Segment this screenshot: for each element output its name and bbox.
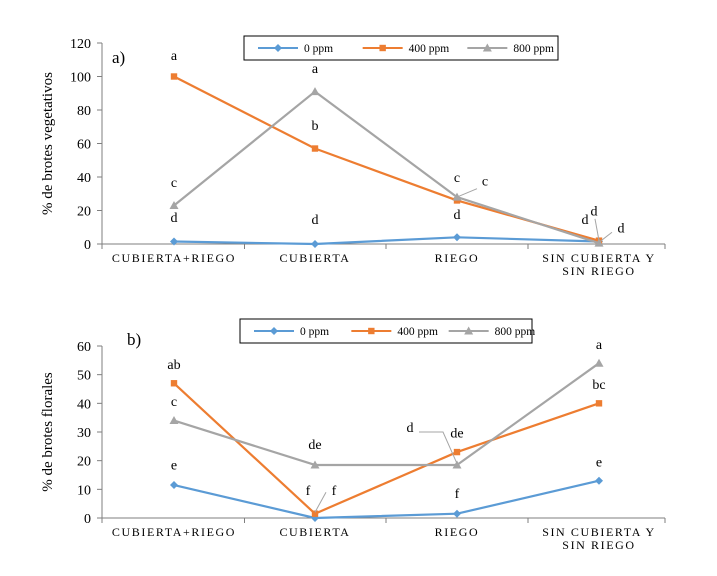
leader-line [314,491,327,513]
x-tick-label: CUBIERTA+RIEGO [112,525,236,539]
significance-letter: d [582,213,589,228]
significance-letter: c [171,395,177,410]
series-line-800-ppm [173,90,600,245]
y-tick-label: 80 [77,104,91,119]
data-point-400-ppm [595,400,603,407]
legend-label: 0 ppm [300,326,329,338]
y-tick-label: 120 [70,37,91,52]
significance-letter: d [591,205,598,220]
series-line-0-ppm [173,236,600,246]
significance-letter: f [306,484,311,499]
y-tick-label: 40 [77,397,91,412]
legend: 0 ppm 400 ppm 800 ppm [243,35,559,61]
legend-swatch-marker [379,44,386,52]
panel-label: a) [112,48,125,67]
data-point-400-ppm [170,380,178,387]
significance-letter: d [312,213,319,228]
y-tick-label: 30 [77,426,91,441]
data-point-800-ppm [594,358,604,367]
legend-swatch-marker [274,44,282,52]
significance-letter: d [171,211,178,226]
y-tick-label: 40 [77,171,91,186]
y-axis-label: % de brotes florales [40,372,56,492]
x-tick-label: SIN RIEGO [562,264,635,278]
x-tick-label: SIN CUBIERTA Y [542,525,656,539]
y-tick-label: 60 [77,340,91,355]
data-point-0-ppm [170,237,178,246]
significance-letter: e [596,455,602,470]
legend-label: 400 ppm [397,326,438,338]
significance-letter: f [332,484,337,499]
series-line-400-ppm [173,75,600,242]
chart-panel-2: 0 10 20 30 40 50 60 CUBIERTA+RIEGO CUBIERTA RIEGO… [40,318,666,552]
significance-letter: a [171,49,178,64]
x-tick-label: CUBIERTA [279,525,350,539]
y-tick-label: 0 [84,512,91,527]
y-tick-label: 50 [77,369,91,384]
legend-swatch-marker [482,43,492,52]
x-tick-label: CUBIERTA+RIEGO [112,251,236,265]
legend-label: 0 ppm [304,43,333,55]
chart-panel-1: 0 20 40 60 80 100 120 CUBIERTA+RIEGO CUBIERTA RIE… [40,35,666,278]
legend-swatch-marker [368,327,375,335]
y-axis-label: % de brotes vegetativos [40,72,56,215]
significance-letter: b [312,119,319,134]
x-tick-label: RIEGO [435,525,480,539]
significance-letter: a [312,62,319,77]
panel-label: b) [127,330,141,349]
x-tick-label: RIEGO [435,251,480,265]
significance-letter: f [455,487,460,502]
series-line-800-ppm [173,362,600,467]
significance-letter: de [450,427,463,442]
data-point-400-ppm [170,73,178,80]
data-point-0-ppm [453,233,461,242]
legend-swatch-marker [464,326,474,335]
leader-line [456,188,478,198]
significance-letter: bc [592,378,605,393]
leader-line [598,231,613,243]
legend-label: 800 ppm [495,326,536,338]
significance-letter: c [454,171,460,186]
legend: 0 ppm 400 ppm 800 ppm [239,318,536,344]
y-tick-label: 0 [84,238,91,253]
data-point-0-ppm [311,240,319,248]
leader-line [419,431,458,464]
data-point-800-ppm [452,460,462,469]
x-tick-label: SIN CUBIERTA Y [542,251,656,265]
y-tick-label: 20 [77,455,91,470]
significance-letter: c [171,176,177,191]
data-point-0-ppm [595,476,603,485]
legend-swatch-marker [270,327,278,335]
significance-letter: c [482,174,488,189]
x-tick-label: SIN RIEGO [562,538,635,552]
data-point-800-ppm [310,460,320,469]
data-point-800-ppm [594,238,604,247]
significance-letter: d [407,421,414,436]
y-tick-label: 10 [77,483,91,498]
leader-line [594,218,600,241]
data-point-400-ppm [453,448,461,456]
data-point-400-ppm [311,145,319,152]
data-point-800-ppm [169,200,179,209]
data-point-800-ppm [169,416,179,425]
x-tick-label: CUBIERTA [279,251,350,265]
data-point-400-ppm [311,510,319,517]
significance-letter: a [596,338,603,353]
y-tick-label: 20 [77,205,91,220]
significance-letter: ab [167,358,180,373]
significance-letter: d [618,221,625,236]
series-line-400-ppm [173,382,600,515]
data-point-0-ppm [453,509,461,518]
legend-label: 800 ppm [513,43,554,55]
y-tick-label: 100 [70,71,91,86]
data-point-800-ppm [310,87,320,96]
series-line-0-ppm [173,479,600,520]
legend-label: 400 ppm [409,43,450,55]
data-point-0-ppm [170,481,178,490]
y-tick-label: 60 [77,138,91,153]
significance-letter: d [454,208,461,223]
significance-letter: de [308,438,321,453]
significance-letter: e [171,458,177,473]
